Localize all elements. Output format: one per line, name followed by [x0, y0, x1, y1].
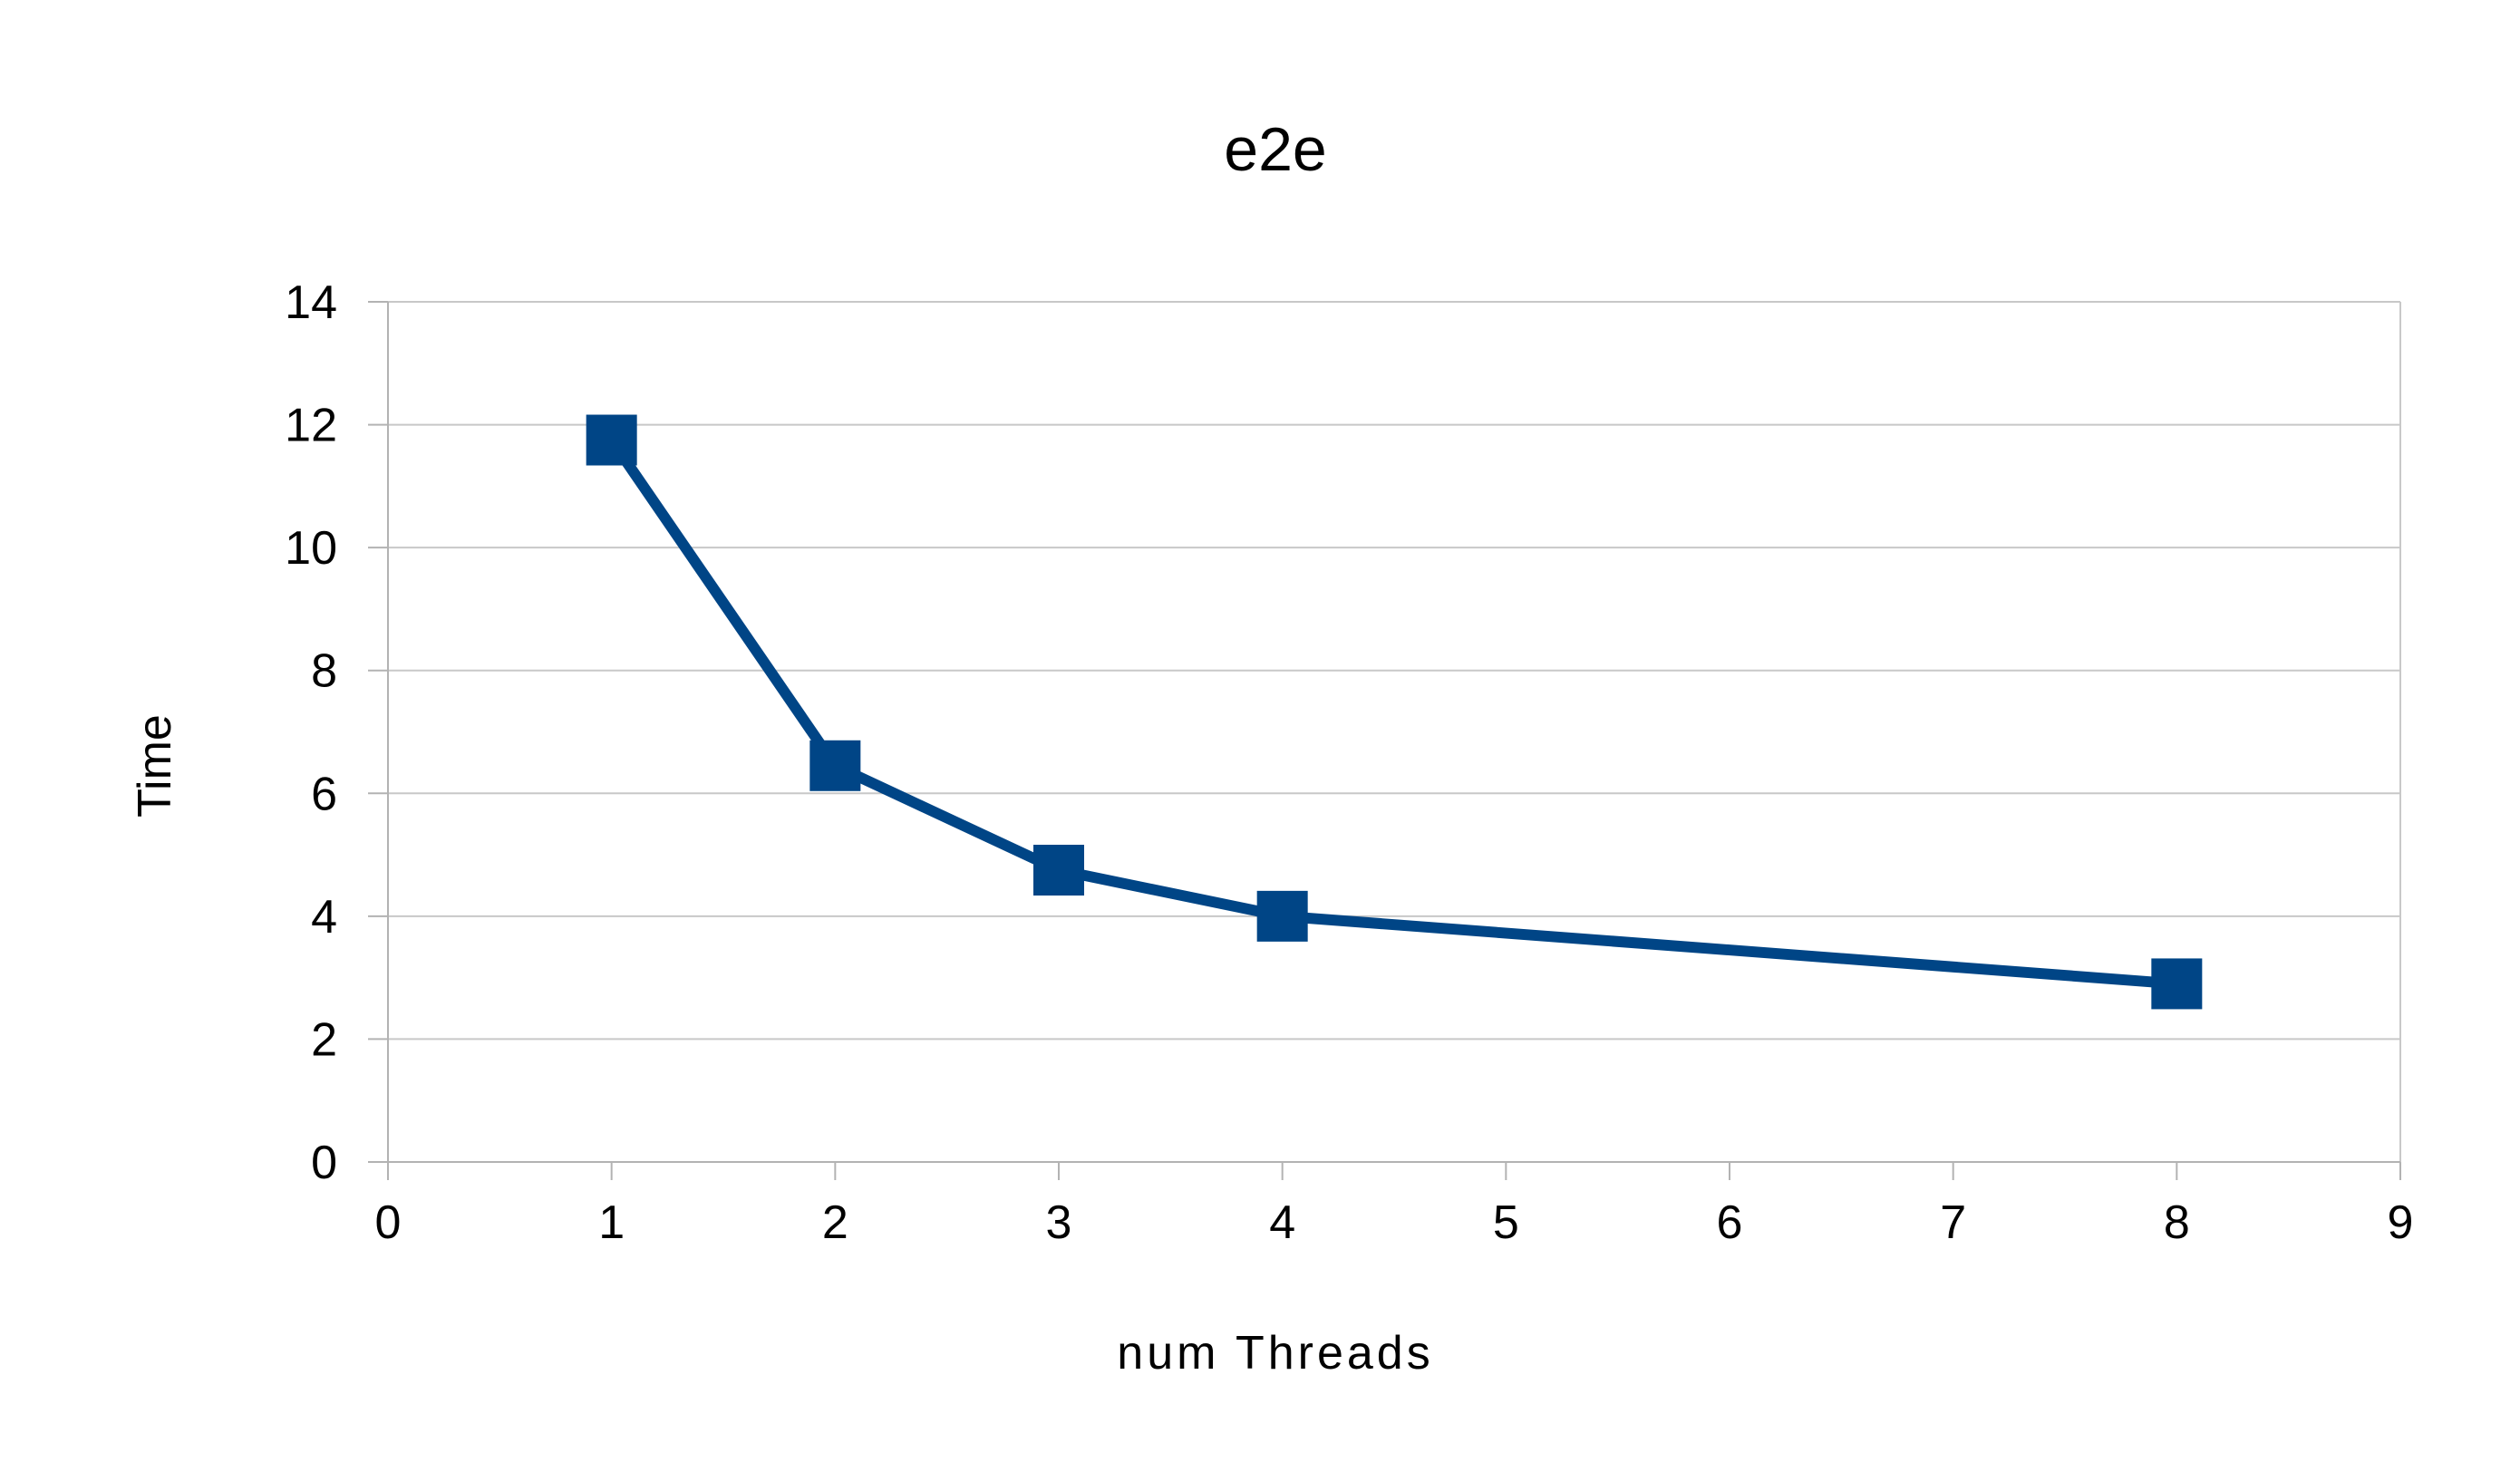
x-tick-label: 4	[1269, 1196, 1295, 1249]
y-tick-label: 2	[311, 1013, 337, 1066]
grid-lines	[388, 301, 2401, 1163]
y-tick-label: 14	[285, 276, 337, 329]
y-tick-label: 12	[285, 400, 337, 452]
y-tick-label: 8	[311, 645, 337, 698]
data-series	[586, 414, 2203, 1010]
x-tick-label: 9	[2388, 1196, 2414, 1249]
x-tick-labels: 0 1 2 3 4 5 6 7 8 9	[375, 1196, 2414, 1249]
data-point-marker	[2151, 958, 2203, 1010]
x-tick-label: 5	[1493, 1196, 1519, 1249]
chart-title: e2e	[1224, 115, 1326, 184]
data-point-marker	[809, 740, 861, 791]
x-tick-label: 0	[375, 1196, 402, 1249]
data-point-marker	[1256, 890, 1308, 942]
axes	[368, 301, 2401, 1180]
y-tick-label: 6	[311, 768, 337, 820]
y-tick-label: 10	[285, 522, 337, 575]
data-point-marker	[586, 414, 637, 466]
y-tick-label: 0	[311, 1137, 337, 1189]
x-tick-label: 2	[822, 1196, 848, 1249]
x-tick-label: 3	[1046, 1196, 1072, 1249]
x-tick-label: 7	[1940, 1196, 1966, 1249]
x-tick-label: 1	[598, 1196, 625, 1249]
series-line	[606, 437, 2177, 990]
x-tick-label: 8	[2164, 1196, 2190, 1249]
y-tick-labels: 0 2 4 6 8 10 12 14	[285, 276, 337, 1189]
x-tick-label: 6	[1717, 1196, 1743, 1249]
data-point-marker	[1033, 845, 1084, 896]
y-tick-label: 4	[311, 891, 337, 944]
y-axis-label: Time	[129, 714, 181, 818]
x-axis-label: num Threads	[1117, 1327, 1433, 1380]
